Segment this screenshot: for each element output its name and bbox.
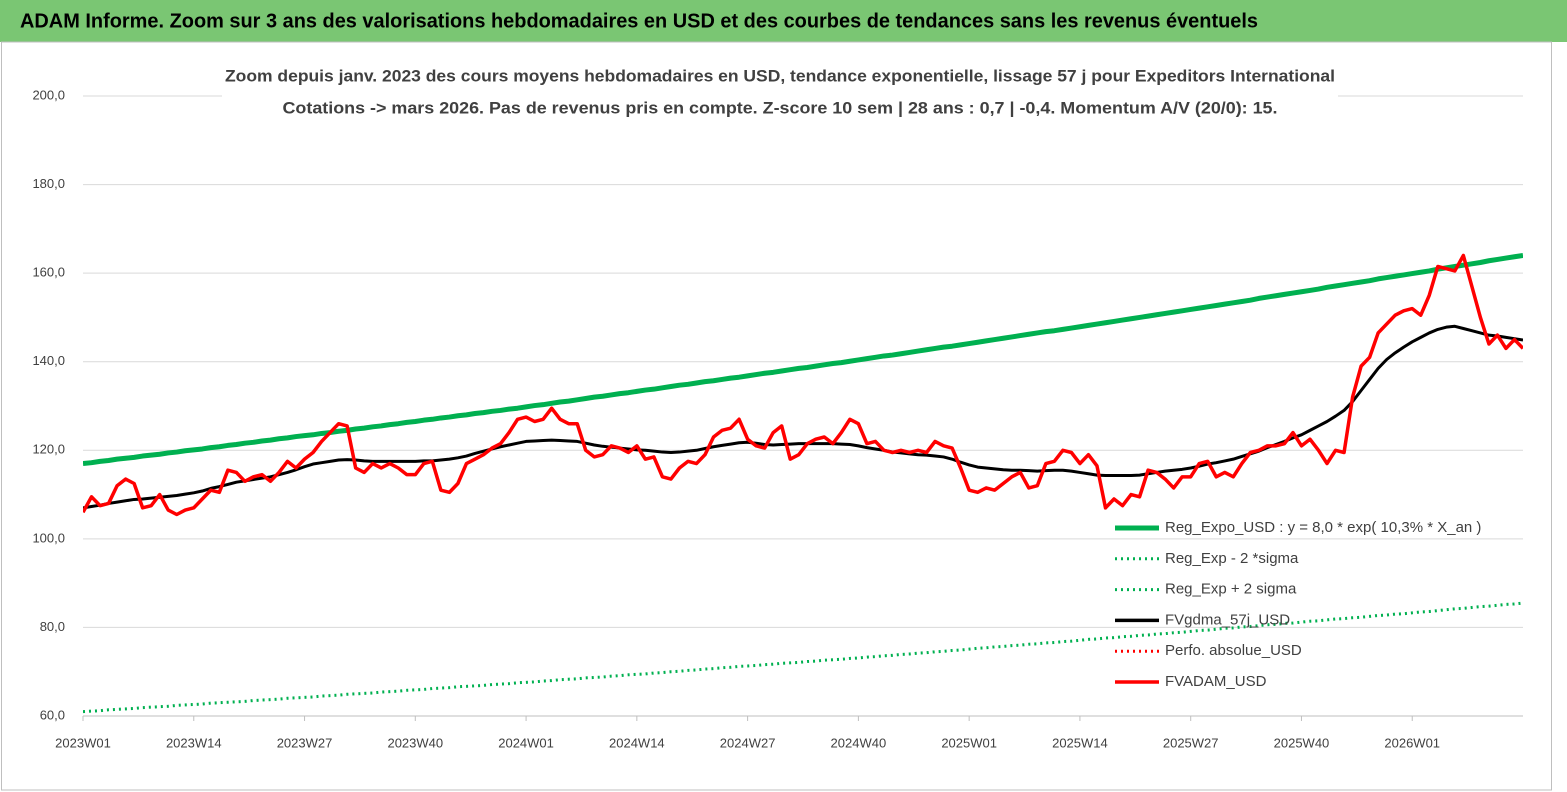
x-tick-label: 2023W27 <box>277 735 333 750</box>
header-banner <box>0 0 1567 42</box>
x-tick-label: 2024W01 <box>498 735 554 750</box>
y-tick-label: 120,0 <box>32 442 65 457</box>
y-tick-label: 100,0 <box>32 530 65 545</box>
x-tick-label: 2025W14 <box>1052 735 1108 750</box>
x-tick-label: 2026W01 <box>1384 735 1440 750</box>
x-tick-label: 2025W01 <box>941 735 997 750</box>
y-tick-label: 160,0 <box>32 265 65 280</box>
chart-title: Zoom depuis janv. 2023 des cours moyens … <box>225 66 1335 85</box>
legend-label: Reg_Exp - 2 *sigma <box>1165 550 1299 567</box>
series-line <box>83 324 1523 510</box>
x-tick-label: 2023W01 <box>55 735 111 750</box>
x-tick-label: 2024W14 <box>609 735 665 750</box>
x-tick-label: 2025W40 <box>1274 735 1330 750</box>
x-tick-label: 2023W40 <box>387 735 443 750</box>
x-tick-label: 2025W27 <box>1163 735 1219 750</box>
y-tick-label: 80,0 <box>40 619 65 634</box>
legend-label: FVgdma_57j_USD <box>1165 611 1290 628</box>
legend-label: Reg_Exp + 2 sigma <box>1165 581 1297 598</box>
legend-label: Reg_Expo_USD : y = 8,0 * exp( 10,3% * X_… <box>1165 519 1481 536</box>
chart-border <box>1 41 1552 791</box>
x-tick-label: 2024W27 <box>720 735 776 750</box>
legend-label: Perfo. absolue_USD <box>1165 642 1302 659</box>
header: ADAM Informe. Zoom sur 3 ans des valoris… <box>20 10 1258 32</box>
x-tick-label: 2024W40 <box>831 735 887 750</box>
legend-label: FVADAM_USD <box>1165 673 1267 690</box>
series-line <box>83 252 1523 467</box>
y-tick-label: 140,0 <box>32 353 65 368</box>
y-tick-label: 60,0 <box>40 707 65 722</box>
chart-subtitle: Cotations -> mars 2026. Pas de revenus p… <box>283 98 1278 117</box>
series-line <box>83 253 1523 517</box>
y-tick-label: 200,0 <box>32 87 65 102</box>
y-tick-label: 180,0 <box>32 176 65 191</box>
title-box <box>222 60 1338 124</box>
series-line <box>83 601 1523 714</box>
x-tick-label: 2023W14 <box>166 735 222 750</box>
